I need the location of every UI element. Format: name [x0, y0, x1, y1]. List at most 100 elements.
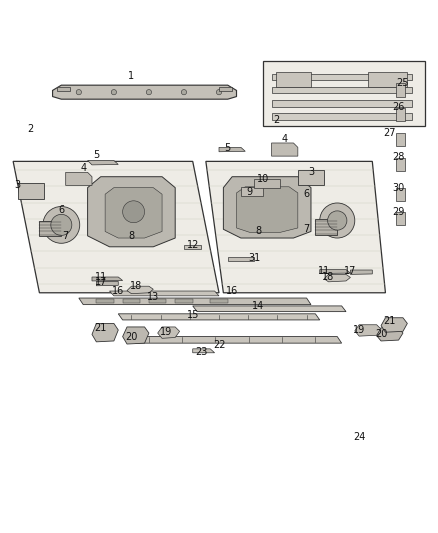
Polygon shape — [158, 327, 180, 338]
Circle shape — [123, 201, 145, 223]
Circle shape — [328, 211, 347, 230]
Text: 7: 7 — [304, 224, 310, 235]
Polygon shape — [381, 318, 407, 332]
Circle shape — [76, 90, 81, 95]
Bar — [272, 87, 412, 93]
Circle shape — [51, 214, 72, 236]
Bar — [123, 299, 140, 303]
Polygon shape — [105, 188, 162, 238]
Bar — [396, 188, 405, 201]
Polygon shape — [123, 327, 149, 344]
Text: 2: 2 — [28, 124, 34, 134]
Text: 4: 4 — [80, 163, 86, 173]
Text: 5: 5 — [93, 150, 99, 160]
Polygon shape — [39, 221, 61, 236]
Polygon shape — [368, 71, 407, 87]
Bar — [175, 299, 193, 303]
Polygon shape — [223, 177, 311, 238]
Circle shape — [216, 90, 222, 95]
Text: 20: 20 — [375, 329, 387, 340]
Polygon shape — [118, 314, 320, 320]
Text: 19: 19 — [160, 327, 173, 337]
Polygon shape — [66, 172, 92, 185]
Text: 11: 11 — [318, 266, 330, 276]
Text: 24: 24 — [353, 432, 365, 442]
Text: 10: 10 — [257, 174, 269, 184]
Polygon shape — [127, 286, 153, 294]
Bar — [396, 158, 405, 171]
Text: 3: 3 — [14, 181, 21, 190]
Polygon shape — [272, 143, 298, 156]
Polygon shape — [377, 328, 403, 341]
Text: 1: 1 — [128, 71, 134, 81]
Text: 26: 26 — [392, 102, 405, 111]
Text: 4: 4 — [282, 134, 288, 144]
Polygon shape — [131, 336, 342, 343]
Text: 19: 19 — [353, 325, 365, 335]
Circle shape — [320, 203, 355, 238]
Polygon shape — [88, 160, 118, 165]
Text: 27: 27 — [384, 128, 396, 138]
Text: 8: 8 — [128, 231, 134, 241]
Polygon shape — [184, 245, 201, 249]
Polygon shape — [13, 161, 219, 293]
Polygon shape — [237, 187, 298, 232]
Circle shape — [181, 90, 187, 95]
Text: 22: 22 — [213, 341, 225, 350]
Polygon shape — [254, 179, 280, 188]
Text: 18: 18 — [130, 281, 142, 291]
Text: 11: 11 — [95, 272, 107, 282]
Polygon shape — [79, 298, 311, 304]
Text: 17: 17 — [344, 266, 357, 276]
Bar — [272, 100, 412, 107]
Polygon shape — [324, 274, 350, 282]
Text: 28: 28 — [392, 152, 405, 162]
Bar — [396, 84, 405, 96]
Polygon shape — [88, 177, 175, 247]
Text: 3: 3 — [308, 167, 314, 177]
Polygon shape — [57, 87, 70, 91]
Bar — [272, 74, 412, 80]
Polygon shape — [96, 281, 118, 286]
Polygon shape — [53, 85, 237, 99]
Text: 16: 16 — [226, 286, 238, 296]
Polygon shape — [315, 219, 337, 235]
Text: 21: 21 — [95, 323, 107, 333]
Text: 12: 12 — [187, 240, 199, 249]
Text: 20: 20 — [125, 332, 138, 342]
Text: 30: 30 — [392, 183, 405, 192]
Bar — [272, 113, 412, 120]
Circle shape — [111, 90, 117, 95]
Text: 2: 2 — [273, 115, 279, 125]
Polygon shape — [92, 277, 123, 281]
Bar — [149, 299, 166, 303]
Polygon shape — [263, 61, 425, 126]
Polygon shape — [241, 187, 263, 197]
Circle shape — [43, 206, 80, 243]
Text: 9: 9 — [247, 187, 253, 197]
Text: 6: 6 — [58, 205, 64, 215]
Bar — [396, 133, 405, 147]
Text: 31: 31 — [248, 253, 260, 263]
Circle shape — [146, 90, 152, 95]
Polygon shape — [206, 161, 385, 293]
Text: 23: 23 — [195, 347, 208, 357]
Polygon shape — [18, 183, 44, 199]
Polygon shape — [355, 325, 381, 336]
Text: 18: 18 — [322, 272, 335, 282]
Text: 14: 14 — [252, 301, 265, 311]
Text: 7: 7 — [63, 231, 69, 241]
Bar — [210, 299, 228, 303]
Polygon shape — [193, 306, 346, 312]
Text: 21: 21 — [384, 316, 396, 326]
Text: 17: 17 — [95, 277, 107, 287]
Polygon shape — [110, 291, 219, 296]
Polygon shape — [193, 349, 215, 353]
Text: 15: 15 — [187, 310, 199, 320]
Text: 25: 25 — [397, 78, 409, 88]
Polygon shape — [92, 324, 118, 342]
Polygon shape — [219, 87, 232, 91]
Text: 5: 5 — [225, 143, 231, 154]
Bar — [96, 299, 114, 303]
Polygon shape — [219, 147, 245, 152]
